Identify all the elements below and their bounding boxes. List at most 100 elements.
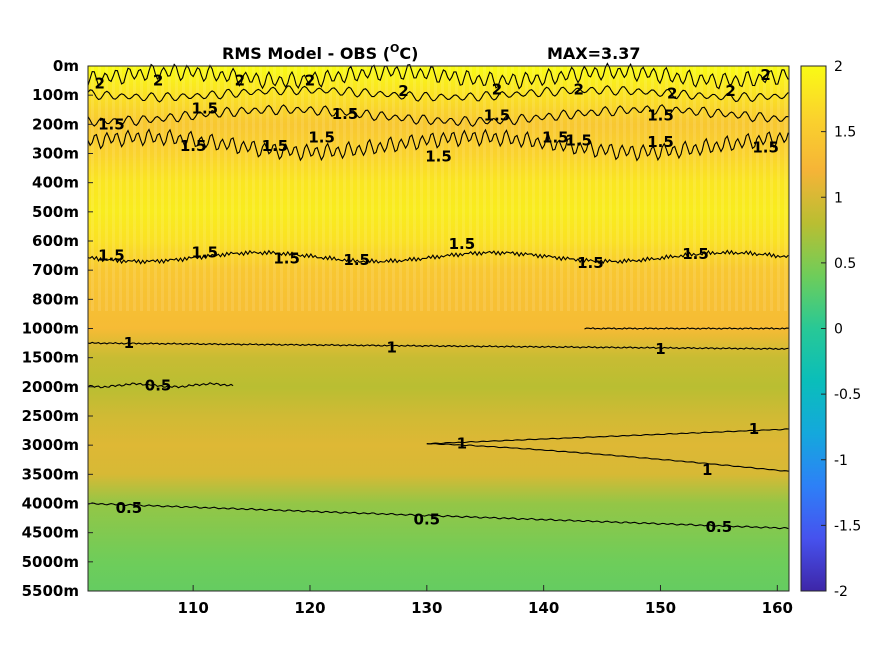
y-tick-label: 4000m xyxy=(22,495,79,513)
contour-1p5-edge xyxy=(584,327,789,330)
y-tick-label: 800m xyxy=(32,290,79,308)
colorbar-tick-label: 1 xyxy=(834,190,843,206)
y-tick-label: 0m xyxy=(53,57,79,75)
contour-2-upper xyxy=(87,62,789,90)
contour-label: 1 xyxy=(457,435,467,453)
y-tick-label: 5000m xyxy=(22,553,79,571)
contour-label: 1.5 xyxy=(332,105,359,123)
contour-label: 1.5 xyxy=(752,139,779,157)
colorbar-tick-label: -1 xyxy=(834,453,848,469)
contour-label: 1 xyxy=(702,461,712,479)
contour-label: 2 xyxy=(305,72,315,90)
contour-label: 1.5 xyxy=(98,247,125,265)
y-tick-label: 3000m xyxy=(22,436,79,454)
contour-label: 1.5 xyxy=(343,251,370,269)
contour-label: 2 xyxy=(760,66,770,84)
contour-label: 1.5 xyxy=(262,137,289,155)
x-tick-label: 110 xyxy=(177,599,208,617)
contour-0p5-shallow xyxy=(87,382,234,389)
contour-label: 1.5 xyxy=(682,245,709,263)
contour-label: 1.5 xyxy=(192,244,219,262)
contour-1-deep-lower xyxy=(426,443,789,472)
y-tick-label: 200m xyxy=(32,115,79,133)
contour-1p5-deep xyxy=(87,249,789,265)
colorbar-tick-label: 0 xyxy=(834,322,843,338)
contour-label: 1.5 xyxy=(273,250,300,268)
x-tick-label: 160 xyxy=(762,599,793,617)
colorbar-tick-label: 2 xyxy=(834,59,843,75)
contour-label: 2 xyxy=(492,80,502,98)
y-tick-label: 2500m xyxy=(22,407,79,425)
depth-axis: 0m 100m 200m 300m 400m 500m 600m 700m 800m 1000m 1… xyxy=(22,57,93,600)
contour-label: 1.5 xyxy=(308,128,335,146)
y-tick-label: 3500m xyxy=(22,465,79,483)
contour-2-lower xyxy=(87,85,789,103)
y-tick-label: 100m xyxy=(32,86,79,104)
contour-label: 0.5 xyxy=(706,518,733,536)
contour-1p5-upper xyxy=(87,104,789,128)
contour-labels: 2 2 2 22 2 2 2 221.51.51.5 1.5 1.51.51.51.51.51.5… xyxy=(94,66,778,536)
contour-label: 1.5 xyxy=(449,235,476,253)
contour-label: 2 xyxy=(398,82,408,100)
y-tick-label: 1500m xyxy=(22,349,79,367)
contour-1-shallow xyxy=(87,341,789,351)
contour-lines xyxy=(87,62,789,530)
title-main: RMS Model - OBS ( xyxy=(222,44,390,63)
colorbar-tick-label: 1.5 xyxy=(834,125,856,141)
contour-label: 1.5 xyxy=(425,147,452,165)
y-tick-label: 300m xyxy=(32,145,79,163)
contour-label: 1.5 xyxy=(577,254,604,272)
contour-label: 2 xyxy=(573,80,583,98)
colorbar-tick-label: -2 xyxy=(834,584,848,600)
svg-text:RMS Model - OBS (OC): RMS Model - OBS (OC) xyxy=(222,42,418,63)
contour-0p5-deep xyxy=(87,502,789,530)
x-axis: 110 120 130 140 150 160 xyxy=(177,585,793,617)
contour-label: 0.5 xyxy=(414,511,441,529)
contour-label: 1.5 xyxy=(565,131,592,149)
contour-label: 1.5 xyxy=(192,99,219,117)
title-unit: C) xyxy=(399,44,418,63)
contour-label: 1.5 xyxy=(98,115,125,133)
max-value-label: MAX=3.37 xyxy=(547,44,641,63)
contour-label: 2 xyxy=(725,82,735,100)
x-tick-label: 150 xyxy=(645,599,676,617)
y-tick-label: 1000m xyxy=(22,320,79,338)
x-tick-label: 140 xyxy=(528,599,559,617)
contour-label: 1.5 xyxy=(542,128,569,146)
contour-label: 2 xyxy=(153,72,163,90)
contour-label: 1.5 xyxy=(647,133,674,151)
colorbar-tick-label: -1.5 xyxy=(834,518,861,534)
contour-label: 2 xyxy=(235,72,245,90)
contour-label: 0.5 xyxy=(145,376,172,394)
contour-label: 0.5 xyxy=(116,499,143,517)
plot-area: 2 2 2 22 2 2 2 221.51.51.5 1.5 1.51.51.51.51.51.5… xyxy=(87,62,790,592)
colorbar-tick-label: -0.5 xyxy=(834,387,861,403)
y-tick-label: 400m xyxy=(32,174,79,192)
title-superscript: O xyxy=(390,42,399,55)
contour-label: 1 xyxy=(655,340,665,358)
field-stripes xyxy=(88,66,789,311)
y-tick-label: 2000m xyxy=(22,378,79,396)
y-tick-label: 4500m xyxy=(22,524,79,542)
contour-label: 2 xyxy=(667,85,677,103)
contour-label: 1 xyxy=(124,334,134,352)
contour-label: 2 xyxy=(94,75,104,93)
contour-1-deep-upper xyxy=(426,428,789,445)
x-tick-label: 120 xyxy=(294,599,325,617)
y-tick-label: 500m xyxy=(32,203,79,221)
y-tick-label: 600m xyxy=(32,232,79,250)
contour-label: 1.5 xyxy=(180,137,207,155)
x-tick-label: 130 xyxy=(411,599,442,617)
colorbar-ticks: 2 1.5 1 0.5 0 -0.5 -1 -1.5 -2 xyxy=(821,59,861,600)
y-tick-label: 700m xyxy=(32,261,79,279)
chart-title: RMS Model - OBS (OC) MAX=3.37 xyxy=(222,42,641,63)
contour-label: 1.5 xyxy=(647,107,674,125)
contour-label: 1 xyxy=(387,338,397,356)
colorbar: 2 1.5 1 0.5 0 -0.5 -1 -1.5 -2 xyxy=(800,59,861,600)
contour-label: 1 xyxy=(749,420,759,438)
contour-label: 1.5 xyxy=(484,107,511,125)
colorbar-tick-label: 0.5 xyxy=(834,256,856,272)
contour-1p5-middle xyxy=(87,128,789,162)
y-tick-label: 5500m xyxy=(22,582,79,600)
